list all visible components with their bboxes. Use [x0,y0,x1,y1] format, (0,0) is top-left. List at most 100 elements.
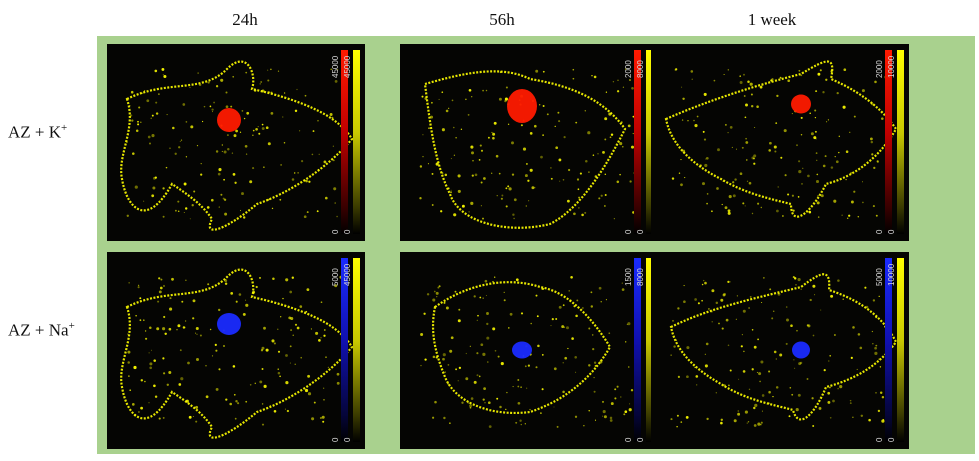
tissue-speck [293,172,296,174]
tissue-speck [721,327,724,330]
tissue-speck [815,179,820,184]
tissue-speck [232,365,236,368]
tissue-speck [632,115,635,118]
tissue-speck [829,354,832,357]
tissue-speck [775,386,779,389]
tissue-speck [271,339,275,343]
tissue-speck [704,163,708,168]
tissue-speck [476,319,478,321]
tissue-speck [447,187,450,190]
tissue-speck [861,181,864,183]
tissue-speck [542,134,544,136]
tissue-speck [285,278,289,282]
tissue-speck [294,109,298,113]
tissue-speck [479,144,482,147]
tissue-speck [540,412,542,414]
tissue-speck [632,133,634,135]
tissue-speck [610,402,614,406]
tissue-speck [843,68,847,72]
tissue-speck [424,97,428,100]
tissue-speck [480,149,484,152]
tissue-speck [499,405,502,409]
tissue-speck [197,72,199,74]
tissue-speck [442,353,446,357]
tissue-speck [732,194,736,198]
tissue-speck [179,140,181,142]
tissue-speck [763,277,765,279]
tissue-speck [757,422,761,426]
tissue-speck [465,98,467,101]
tissue-speck [875,316,878,319]
tissue-speck [249,180,253,184]
tissue-speck [471,96,473,98]
tissue-speck [431,101,433,104]
tissue-speck [420,364,422,367]
tissue-speck [757,202,760,205]
tissue-speck [694,298,697,301]
tissue-speck [181,300,184,303]
tissue-speck [829,386,831,389]
tissue-speck [485,89,488,92]
tissue-speck [573,212,576,216]
tissue-speck [727,280,730,284]
tissue-speck [871,153,874,156]
tissue-speck [495,154,499,158]
tissue-speck [876,160,879,163]
tissue-speck [269,404,271,407]
tissue-speck [531,186,535,190]
tissue-speck [203,105,206,108]
tissue-speck [332,159,335,162]
tissue-speck [229,402,232,406]
tissue-speck [809,112,811,114]
tissue-speck [617,79,619,81]
tissue-speck [505,187,508,190]
colorbar-max-label: 45000 [331,55,340,78]
tissue-speck [239,209,242,212]
colorbar-min-label: 0 [331,229,340,234]
tissue-speck [845,150,849,153]
tissue-speck [453,126,455,129]
tissue-speck [162,74,164,76]
tissue-speck [746,180,749,182]
tissue-speck [305,179,308,183]
tissue-speck [128,282,130,284]
tissue-speck [529,168,533,172]
tissue-speck [558,158,562,162]
tissue-image [419,68,637,229]
tissue-speck [711,289,715,293]
tissue-speck [593,376,595,379]
tissue-speck [604,173,607,176]
tissue-speck [593,361,597,364]
tissue-speck [218,308,221,312]
tissue-speck [879,366,882,368]
tissue-speck [874,80,877,84]
tissue-speck [685,416,689,419]
tissue-speck [180,377,184,381]
tissue-speck [504,97,508,101]
tissue-speck [311,153,314,156]
tissue-speck [223,198,227,201]
tissue-speck [546,113,549,116]
tissue-speck [235,129,238,133]
tissue-speck [261,127,265,130]
tissue-speck [280,164,282,166]
tissue-speck [471,174,474,177]
tissue-speck [722,180,724,182]
tissue-speck [566,199,570,203]
tissue-speck [604,138,607,141]
tissue-speck [590,291,593,294]
tissue-speck [842,298,844,300]
tissue-speck [680,421,683,423]
tissue-speck [169,147,171,150]
tissue-speck [520,312,524,315]
tissue-speck [594,175,598,178]
tissue-speck [701,299,703,302]
tissue-speck [323,334,326,337]
tissue-speck [505,408,507,411]
tissue-speck [740,345,743,348]
tissue-speck [494,349,497,352]
tissue-speck [145,337,148,340]
tissue-speck [701,182,706,186]
tissue-speck [230,292,234,295]
column-label-1-week: 1 week [747,10,797,29]
